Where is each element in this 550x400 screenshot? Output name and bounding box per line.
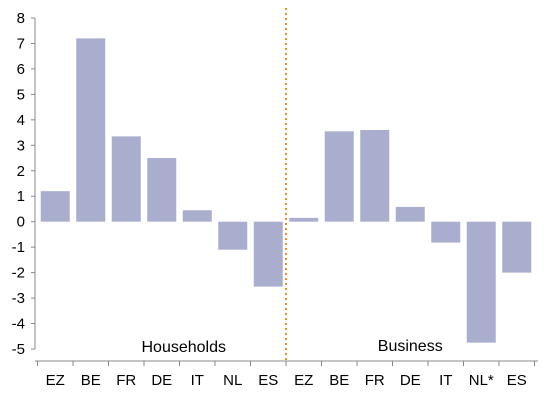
x-tick-label: BE xyxy=(329,372,349,389)
y-tick-label: -2 xyxy=(12,265,25,282)
x-tick-label: EZ xyxy=(294,372,313,389)
x-tick-label: EZ xyxy=(46,372,65,389)
y-tick-label: -3 xyxy=(12,290,25,307)
y-tick-label: 8 xyxy=(17,10,25,27)
bar-business-nl xyxy=(466,221,496,343)
bar-business-be xyxy=(324,131,354,222)
y-tick-label: 4 xyxy=(17,112,25,129)
bars xyxy=(40,38,532,343)
y-tick-label: -5 xyxy=(12,341,25,358)
bar-households-nl xyxy=(218,221,248,250)
y-axis: 8 7 6 5 4 3 2 1 0 -1 -2 -3 -4 -5 xyxy=(12,10,36,358)
x-tick-label: BE xyxy=(81,372,101,389)
x-tick-label: DE xyxy=(400,372,421,389)
x-tick-label: DE xyxy=(151,372,172,389)
bar-business-es xyxy=(502,221,532,273)
x-tick-label: NL* xyxy=(469,372,494,389)
y-tick-label: 6 xyxy=(17,61,25,78)
group-label-households: Households xyxy=(142,339,227,356)
x-tick-label: IT xyxy=(439,372,452,389)
bar-business-ez xyxy=(289,217,319,222)
x-axis: EZ BE FR DE IT NL ES EZ BE FR DE IT NL* ES xyxy=(35,360,538,389)
y-tick-label: 7 xyxy=(17,35,25,52)
x-tick-label: FR xyxy=(365,372,385,389)
x-tick-label: IT xyxy=(191,372,204,389)
bar-households-es xyxy=(253,221,283,287)
x-tick-label: ES xyxy=(507,372,527,389)
bar-business-fr xyxy=(360,130,390,222)
y-tick-label: 0 xyxy=(17,214,25,231)
y-tick-label: -4 xyxy=(12,316,25,333)
bar-households-de xyxy=(147,158,177,222)
y-tick-label: 5 xyxy=(17,86,25,103)
y-tick-label: -1 xyxy=(12,239,25,256)
y-tick-label: 1 xyxy=(17,188,25,205)
bar-business-it xyxy=(431,221,461,243)
x-tick-label: NL xyxy=(223,372,242,389)
y-tick-label: 2 xyxy=(17,163,25,180)
group-label-business: Business xyxy=(378,338,443,355)
x-tick-label: ES xyxy=(258,372,278,389)
bar-households-it xyxy=(182,210,212,222)
bar-households-ez xyxy=(40,191,70,222)
y-tick-label: 3 xyxy=(17,137,25,154)
bar-households-fr xyxy=(111,136,141,222)
bar-business-de xyxy=(395,206,425,222)
bar-households-be xyxy=(76,38,106,222)
x-tick-label: FR xyxy=(116,372,136,389)
